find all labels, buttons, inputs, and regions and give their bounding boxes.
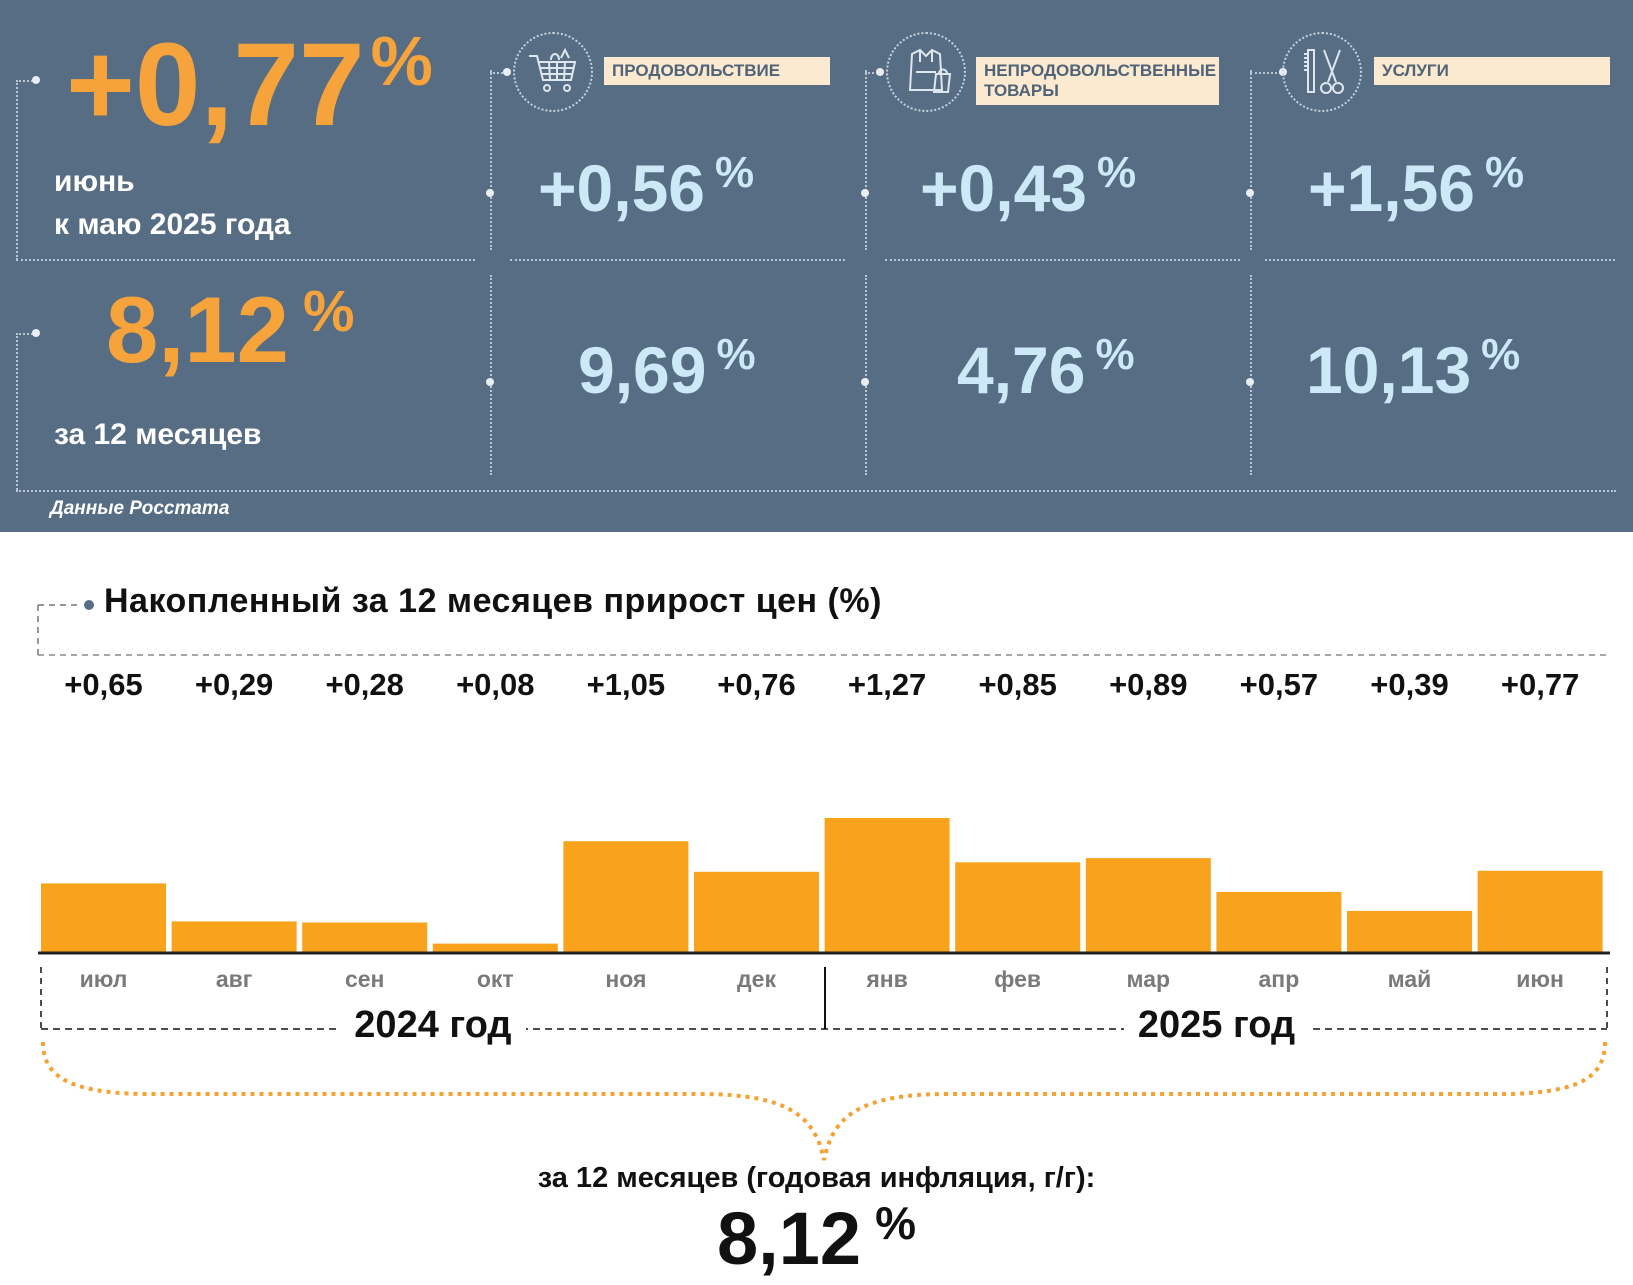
connector-dot xyxy=(486,189,494,197)
column-divider xyxy=(490,275,492,475)
monthly-chart-section: Накопленный за 12 месяцев прирост цен (%… xyxy=(0,532,1633,1285)
month-tick-label: ноя xyxy=(605,966,647,992)
month-tick-label: июн xyxy=(1516,966,1564,992)
connector-dot xyxy=(1246,189,1254,197)
services-annual-value: 10,13% xyxy=(1306,330,1521,407)
value-label: +0,39 xyxy=(1370,667,1449,702)
monthly-period-label: июнь к маю 2025 года xyxy=(54,165,291,241)
clothing-bag-icon xyxy=(886,32,966,112)
services-monthly-value: +1,56% xyxy=(1308,148,1525,225)
value-label: +0,08 xyxy=(456,667,535,702)
month-tick-label: май xyxy=(1387,966,1432,992)
value-label: +0,89 xyxy=(1109,667,1188,702)
value-label: +0,28 xyxy=(325,667,404,702)
frame-line xyxy=(510,259,845,261)
connector-dot xyxy=(503,68,511,76)
bar-апр xyxy=(1216,891,1342,952)
frame-line xyxy=(16,259,475,261)
frame-line xyxy=(16,80,18,260)
value-label: +0,85 xyxy=(978,667,1057,702)
bar-июн xyxy=(1477,870,1603,952)
month-tick-label: апр xyxy=(1258,966,1300,992)
chart-decoration xyxy=(37,600,1610,1161)
value-label: +0,77 xyxy=(1500,667,1580,702)
bar-сен xyxy=(302,922,428,952)
frame-line xyxy=(1250,72,1285,74)
bar-chart xyxy=(38,818,1610,955)
bar-мар xyxy=(1085,858,1211,952)
month-tick-label: окт xyxy=(476,966,514,992)
source-note: Данные Росстата xyxy=(50,498,230,519)
frame-line xyxy=(16,80,36,82)
bar-дек xyxy=(694,871,819,952)
frame-line xyxy=(16,333,18,490)
value-label: +1,27 xyxy=(847,667,927,702)
connector-dot xyxy=(1246,378,1254,386)
nonfood-annual-value: 4,76% xyxy=(957,330,1135,407)
value-label: +1,05 xyxy=(586,667,666,702)
bar-авг xyxy=(171,921,297,952)
column-divider xyxy=(1250,275,1252,475)
value-label: +0,29 xyxy=(194,667,274,702)
frame-line xyxy=(1265,259,1615,261)
frame-line xyxy=(865,72,881,74)
connector-dot xyxy=(486,378,494,386)
frame-line xyxy=(490,72,510,74)
connector-dot xyxy=(32,329,40,337)
category-tag-food: ПРОДОВОЛЬСТВИЕ xyxy=(604,57,830,85)
connector-dot xyxy=(32,76,40,84)
year-group-label: 2025 год xyxy=(1123,1004,1310,1047)
shopping-cart-icon xyxy=(513,32,593,112)
column-divider xyxy=(490,70,492,250)
food-annual-value: 9,69% xyxy=(578,330,756,407)
summary-value: 8,12% xyxy=(717,1197,916,1280)
nonfood-monthly-value: +0,43% xyxy=(920,148,1137,225)
column-divider xyxy=(865,70,867,250)
frame-line xyxy=(16,333,36,335)
comb-scissors-icon xyxy=(1282,32,1362,112)
connector-dot xyxy=(861,189,869,197)
summary-label: за 12 месяцев (годовая инфляция, г/г): xyxy=(537,1162,1096,1194)
month-tick-label: авг xyxy=(215,966,253,992)
food-monthly-value: +0,56% xyxy=(538,148,755,225)
bar-май xyxy=(1347,910,1472,952)
month-tick-label: дек xyxy=(737,966,776,992)
category-tag-services: УСЛУГИ xyxy=(1374,57,1610,85)
connector-dot xyxy=(861,378,869,386)
chart-title: Накопленный за 12 месяцев прирост цен (%… xyxy=(104,582,882,620)
bar-июл xyxy=(41,883,166,952)
bar-ноя xyxy=(563,841,689,952)
bar-фев xyxy=(955,862,1081,952)
summary-panel: +0,77% июнь к маю 2025 года 8,12% за 12 … xyxy=(0,0,1633,532)
column-divider xyxy=(1250,70,1252,250)
value-label: +0,57 xyxy=(1239,667,1319,702)
bar-янв xyxy=(824,818,950,952)
bar-окт xyxy=(432,943,558,952)
month-tick-label: янв xyxy=(866,966,908,992)
month-tick-label: фев xyxy=(994,966,1042,992)
annual-period-label: за 12 месяцев xyxy=(54,418,262,451)
frame-line xyxy=(885,259,1240,261)
frame-line xyxy=(16,490,1616,492)
category-tag-nonfood: НЕПРОДОВОЛЬСТВЕННЫЕ ТОВАРЫ xyxy=(976,57,1219,105)
month-tick-label: июл xyxy=(79,966,128,992)
year-group-label: 2024 год xyxy=(340,1004,526,1047)
annual-inflation-value: 8,12% xyxy=(106,277,355,382)
monthly-inflation-value: +0,77% xyxy=(66,19,433,151)
month-tick-label: сен xyxy=(344,966,385,992)
value-label: +0,76 xyxy=(717,667,796,702)
value-label: +0,65 xyxy=(64,667,143,702)
month-tick-label: мар xyxy=(1126,966,1171,992)
connector-dot xyxy=(876,68,884,76)
column-divider xyxy=(865,275,867,475)
